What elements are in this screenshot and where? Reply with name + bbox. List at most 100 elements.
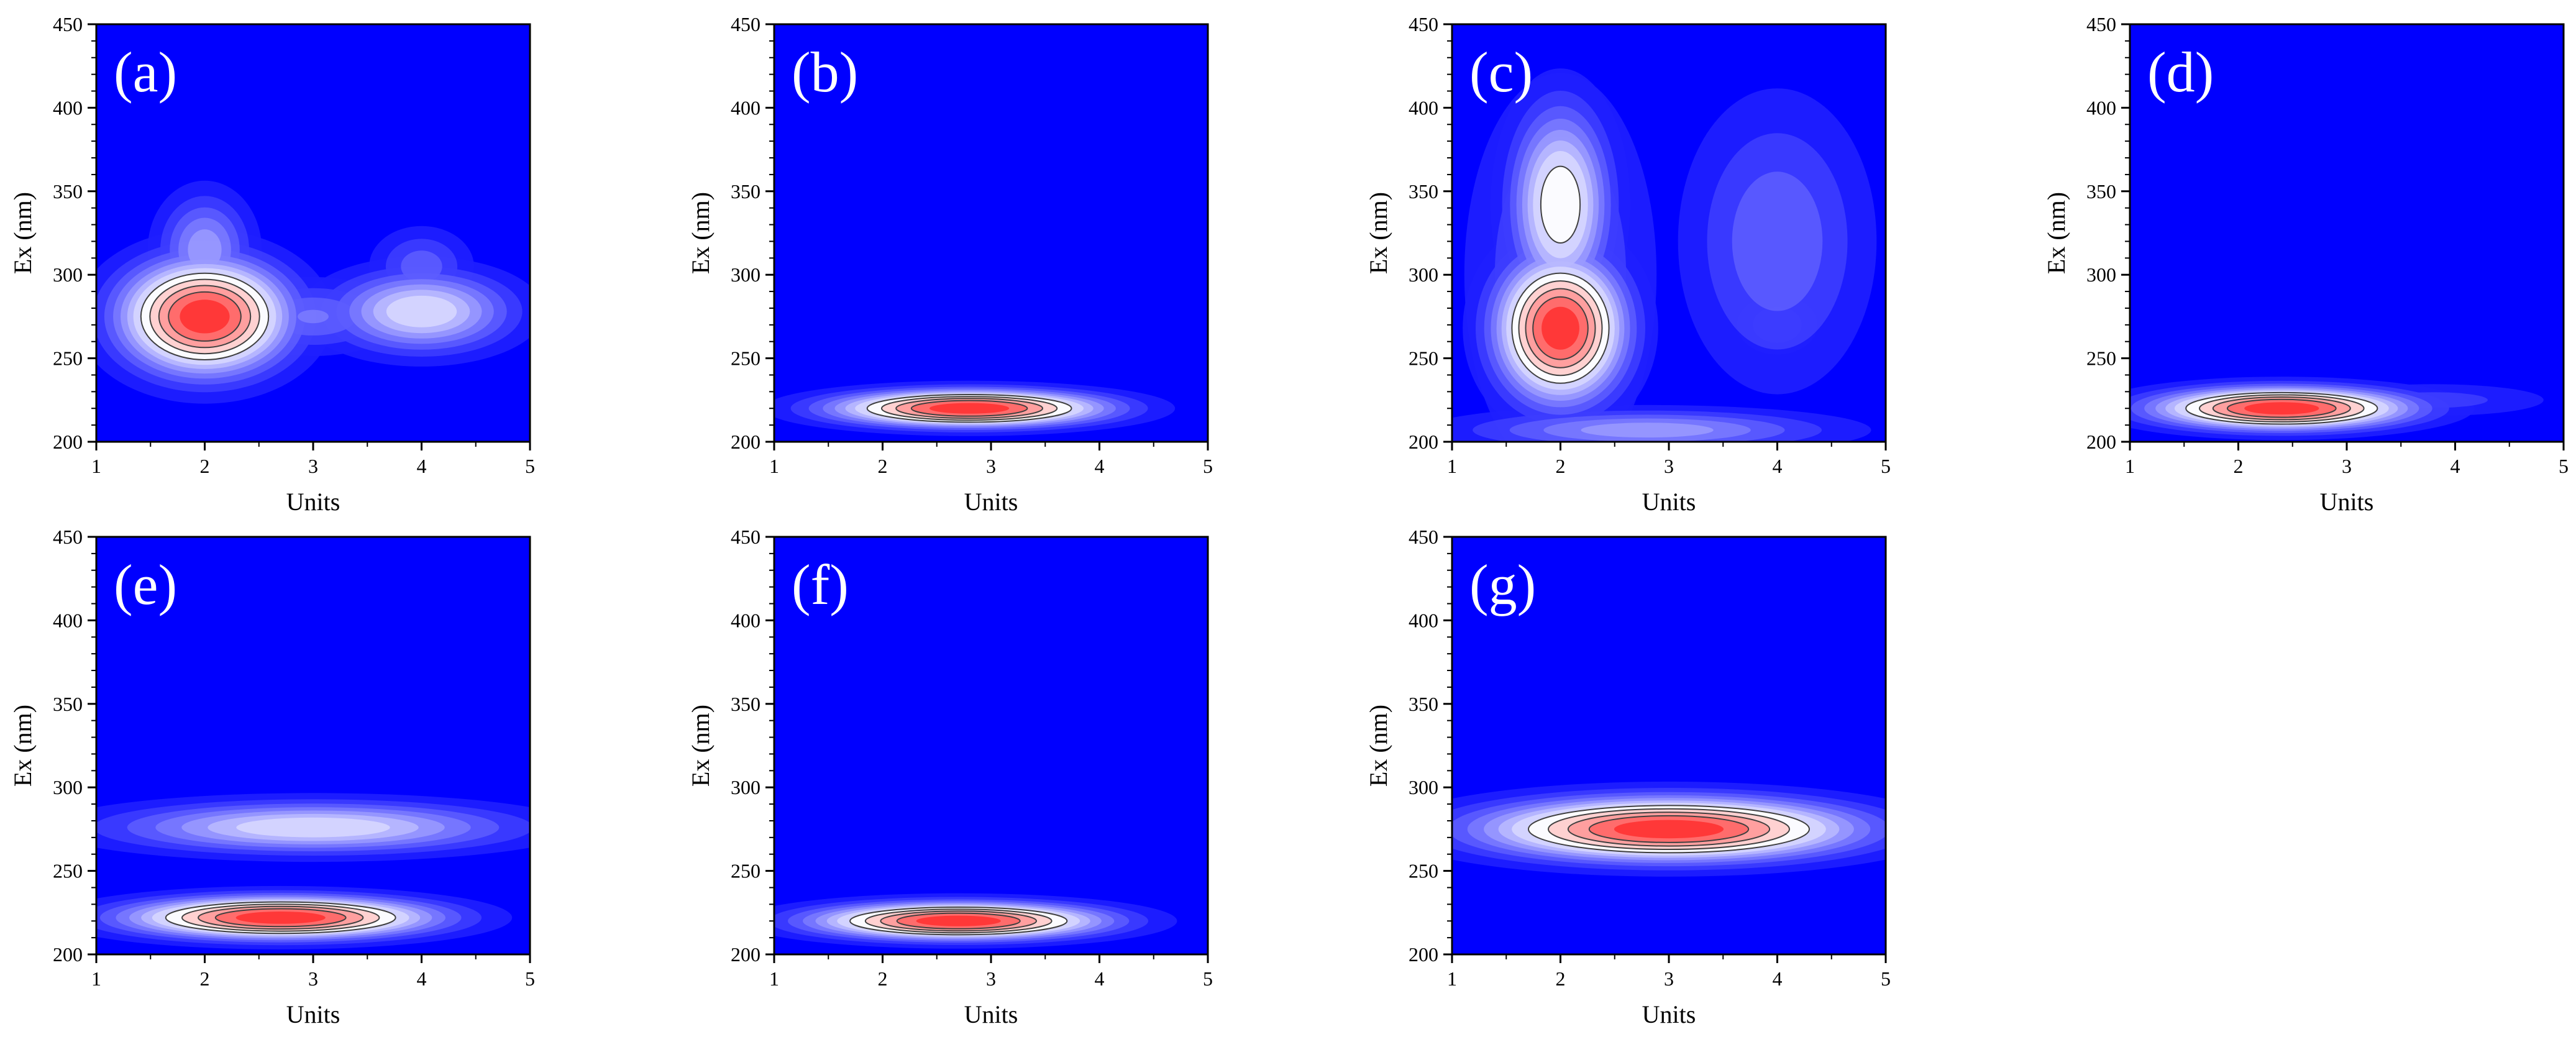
contour-line: [1525, 288, 1596, 368]
contour-line: [149, 278, 260, 355]
contour-line: [2226, 398, 2337, 418]
contour-line: [1588, 815, 1750, 843]
heatmap: [2130, 377, 2544, 441]
panel-label: (d): [2147, 40, 2214, 104]
plot-background: [774, 24, 1208, 442]
heatmap: [96, 793, 530, 949]
x-tick-label: 2: [200, 967, 210, 990]
x-tick-label: 5: [525, 967, 535, 990]
x-tick-label: 5: [2559, 455, 2569, 477]
contour-line: [864, 908, 1053, 934]
contour-line: [214, 908, 347, 928]
x-tick-label: 1: [91, 967, 101, 990]
contour-line: [895, 398, 1043, 419]
y-axis-label: Ex (nm): [687, 705, 715, 787]
y-tick-label: 450: [53, 13, 83, 35]
x-tick-label: 1: [769, 967, 779, 990]
y-tick-label: 350: [53, 180, 83, 203]
heatmap-level: [188, 229, 222, 270]
x-tick-label: 5: [1203, 455, 1213, 477]
x-tick-label: 2: [2234, 455, 2244, 477]
y-tick-label: 350: [731, 180, 760, 203]
panel-label: (e): [114, 553, 177, 616]
contour-line: [1540, 165, 1581, 244]
heatmap: [774, 380, 1176, 436]
y-tick-label: 300: [1409, 776, 1438, 798]
panel-label: (g): [1469, 553, 1536, 616]
x-tick-label: 3: [2342, 455, 2352, 477]
y-tick-label: 400: [53, 609, 83, 631]
x-tick-label: 1: [2125, 455, 2135, 477]
panel-label: (b): [792, 40, 858, 104]
y-tick-label: 400: [1409, 96, 1438, 119]
x-axis-label: Units: [1642, 488, 1696, 516]
contour-line: [1511, 272, 1610, 384]
heatmap-level: [1581, 423, 1714, 438]
contour-line: [165, 901, 396, 935]
y-tick-label: 400: [1409, 609, 1438, 631]
y-tick-label: 300: [53, 776, 83, 798]
y-tick-label: 200: [53, 943, 83, 966]
y-tick-label: 350: [731, 693, 760, 715]
y-tick-label: 400: [731, 96, 760, 119]
x-tick-label: 4: [417, 967, 427, 990]
contour-line: [158, 285, 252, 349]
x-tick-label: 2: [1556, 967, 1566, 990]
plot-background: [96, 537, 530, 954]
contour-line: [1518, 280, 1603, 377]
contour-line: [1548, 808, 1790, 851]
y-tick-label: 300: [53, 263, 83, 286]
y-tick-label: 250: [731, 860, 760, 882]
x-tick-label: 1: [1447, 455, 1457, 477]
plot-background: [2130, 24, 2564, 442]
y-tick-label: 200: [2086, 431, 2116, 453]
x-tick-label: 5: [525, 455, 535, 477]
heatmap-level: [180, 299, 230, 334]
panel-label: (c): [1469, 40, 1533, 104]
y-tick-label: 450: [1409, 13, 1438, 35]
y-tick-label: 200: [731, 431, 760, 453]
chart-panel: 1 2 3 4 5 200 250 300 350 400 450 Units Ex (nm) (d): [2042, 13, 2569, 516]
y-tick-label: 450: [2086, 13, 2116, 35]
x-tick-label: 3: [1664, 967, 1674, 990]
x-axis-label: Units: [1642, 1000, 1696, 1028]
x-tick-label: 2: [878, 455, 888, 477]
contour-line: [2185, 391, 2378, 425]
contour-line: [1528, 805, 1810, 854]
y-tick-label: 350: [53, 693, 83, 715]
y-tick-label: 400: [2086, 96, 2116, 119]
heatmap-level: [298, 309, 329, 324]
y-tick-label: 400: [731, 609, 760, 631]
contour-line: [168, 291, 242, 342]
contour-line: [881, 396, 1058, 421]
heatmap-level: [1753, 306, 1802, 343]
contour-line: [910, 400, 1028, 417]
y-tick-label: 400: [53, 96, 83, 119]
contour-line: [1532, 296, 1589, 360]
chart-panel: 1 2 3 4 5 200 250 300 350 400 450 Units Ex (nm) (f): [687, 526, 1213, 1028]
x-tick-label: 2: [200, 455, 210, 477]
contour-line: [1567, 811, 1771, 847]
y-tick-label: 450: [731, 526, 760, 548]
x-tick-label: 1: [1447, 967, 1457, 990]
heatmap-level: [1541, 306, 1579, 350]
y-tick-label: 250: [1409, 860, 1438, 882]
x-tick-label: 3: [986, 967, 996, 990]
y-tick-label: 450: [1409, 526, 1438, 548]
x-tick-label: 1: [769, 455, 779, 477]
y-tick-label: 300: [731, 776, 760, 798]
heatmap: [1452, 68, 1877, 442]
y-tick-label: 200: [1409, 943, 1438, 966]
y-axis-label: Ex (nm): [9, 192, 37, 274]
heatmap-level: [401, 250, 442, 283]
heatmap-level: [386, 295, 457, 327]
heatmap-level: [1614, 820, 1724, 839]
x-tick-label: 3: [1664, 455, 1674, 477]
heatmap-level: [1732, 171, 1823, 311]
heatmap-level: [1540, 166, 1581, 243]
heatmap-level: [929, 403, 1010, 414]
y-axis-label: Ex (nm): [9, 705, 37, 787]
plot-background: [1452, 537, 1886, 954]
contour-line: [880, 910, 1037, 932]
